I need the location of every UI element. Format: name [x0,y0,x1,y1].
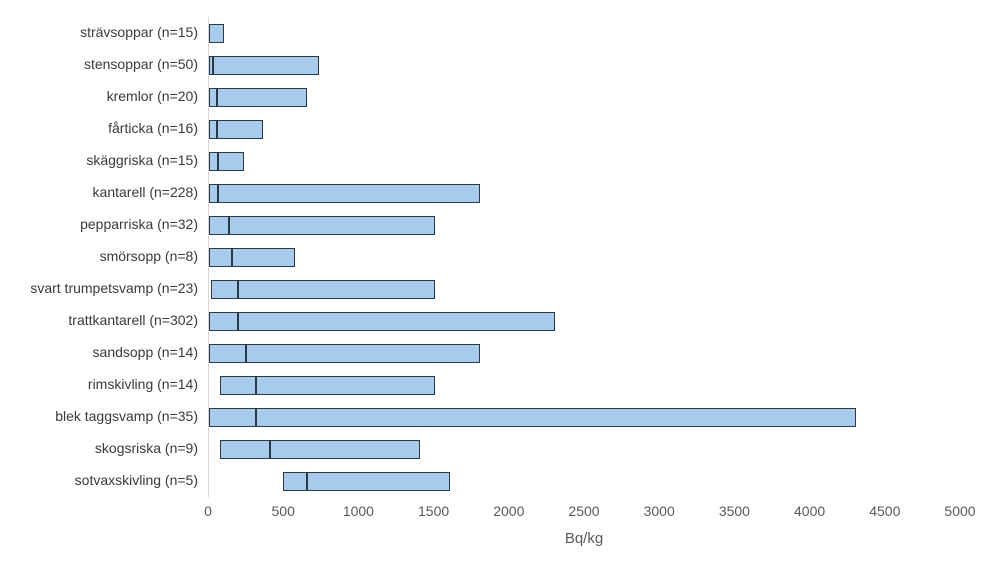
category-label: sotvaxskivling (n=5) [74,472,198,488]
x-axis-tick-label: 500 [271,503,295,519]
plot-area [208,17,961,497]
x-axis-tick-label: 4500 [869,503,901,519]
category-label: stensoppar (n=50) [83,56,198,72]
category-label: fårticka (n=16) [108,120,198,136]
median-line [228,216,231,234]
range-bar [209,407,856,427]
median-line [306,472,309,490]
median-line [231,248,234,266]
median-line [255,408,258,426]
range-bar [209,119,264,139]
range-bar [282,471,450,491]
median-line [237,280,240,298]
x-axis-tick-label: 2500 [568,503,600,519]
category-label: pepparriska (n=32) [80,216,198,232]
category-labels: strävsoppar (n=15) stensoppar (n=50) kreml… [0,0,198,500]
category-label: kantarell (n=228) [92,184,198,200]
median-line [211,56,214,74]
range-bar [220,439,420,459]
median-line [255,376,258,394]
range-bar [210,279,435,299]
category-label: svart trumpetsvamp (n=23) [30,280,198,296]
x-axis-tick-label: 4000 [794,503,826,519]
category-label: sandsopp (n=14) [92,344,198,360]
category-label: skäggriska (n=15) [86,152,198,168]
category-label: kremlor (n=20) [106,88,198,104]
median-line [237,312,240,330]
range-bar [209,23,225,43]
x-axis-tick-label: 1000 [342,503,374,519]
median-line [216,120,219,138]
range-bar [219,375,435,395]
range-bar [209,183,480,203]
category-label: trattkantarell (n=302) [68,312,198,328]
x-axis-tick-label: 3000 [643,503,675,519]
x-axis-tick-label: 1500 [418,503,450,519]
range-bar [209,215,435,235]
category-label: smörsopp (n=8) [99,248,198,264]
x-axis-tick-label: 2000 [493,503,525,519]
category-label: strävsoppar (n=15) [80,24,198,40]
x-axis-tick-label: 0 [204,503,212,519]
category-label: rimskivling (n=14) [87,376,198,392]
median-line [268,440,271,458]
range-bar [209,87,307,107]
x-axis-tick-label: 3500 [718,503,750,519]
range-bar [209,311,555,331]
range-bar [209,343,480,363]
range-bar [209,55,319,75]
range-bar [209,247,295,267]
median-line [216,88,219,106]
median-line [217,184,220,202]
x-axis-ticks: 0 500 1000 1500 2000 2500 3000 3500 4000 4500 5000 [204,503,975,523]
range-bar [209,151,244,171]
category-label: skogsriska (n=9) [94,440,198,456]
category-label: blek taggsvamp (n=35) [55,408,198,424]
x-axis-title: Bq/kg [564,530,604,547]
median-line [217,152,220,170]
x-axis-tick-label: 5000 [944,503,976,519]
median-line [244,344,247,362]
